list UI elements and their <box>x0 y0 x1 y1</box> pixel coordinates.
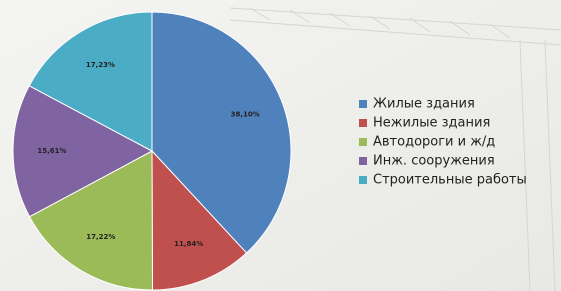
legend-label: Нежилые здания <box>373 116 490 131</box>
legend-label: Строительные работы <box>373 173 527 188</box>
legend-label: Инж. сооружения <box>373 154 495 169</box>
data-label: 17,22% <box>86 233 115 241</box>
data-label: 17,23% <box>86 61 115 69</box>
legend-swatch <box>359 176 367 184</box>
legend-label: Автодороги и ж/д <box>373 135 495 150</box>
data-label: 15,61% <box>37 147 66 155</box>
data-label: 11,84% <box>174 240 203 248</box>
legend-swatch <box>359 157 367 165</box>
legend-swatch <box>359 119 367 127</box>
legend-label: Жилые здания <box>373 97 475 112</box>
chart: 38,10% 11,84% 17,22% 15,61% 17,23% Жилые здан… <box>0 0 561 291</box>
legend-swatch <box>359 138 367 146</box>
legend-swatch <box>359 100 367 108</box>
data-label: 38,10% <box>231 110 260 118</box>
